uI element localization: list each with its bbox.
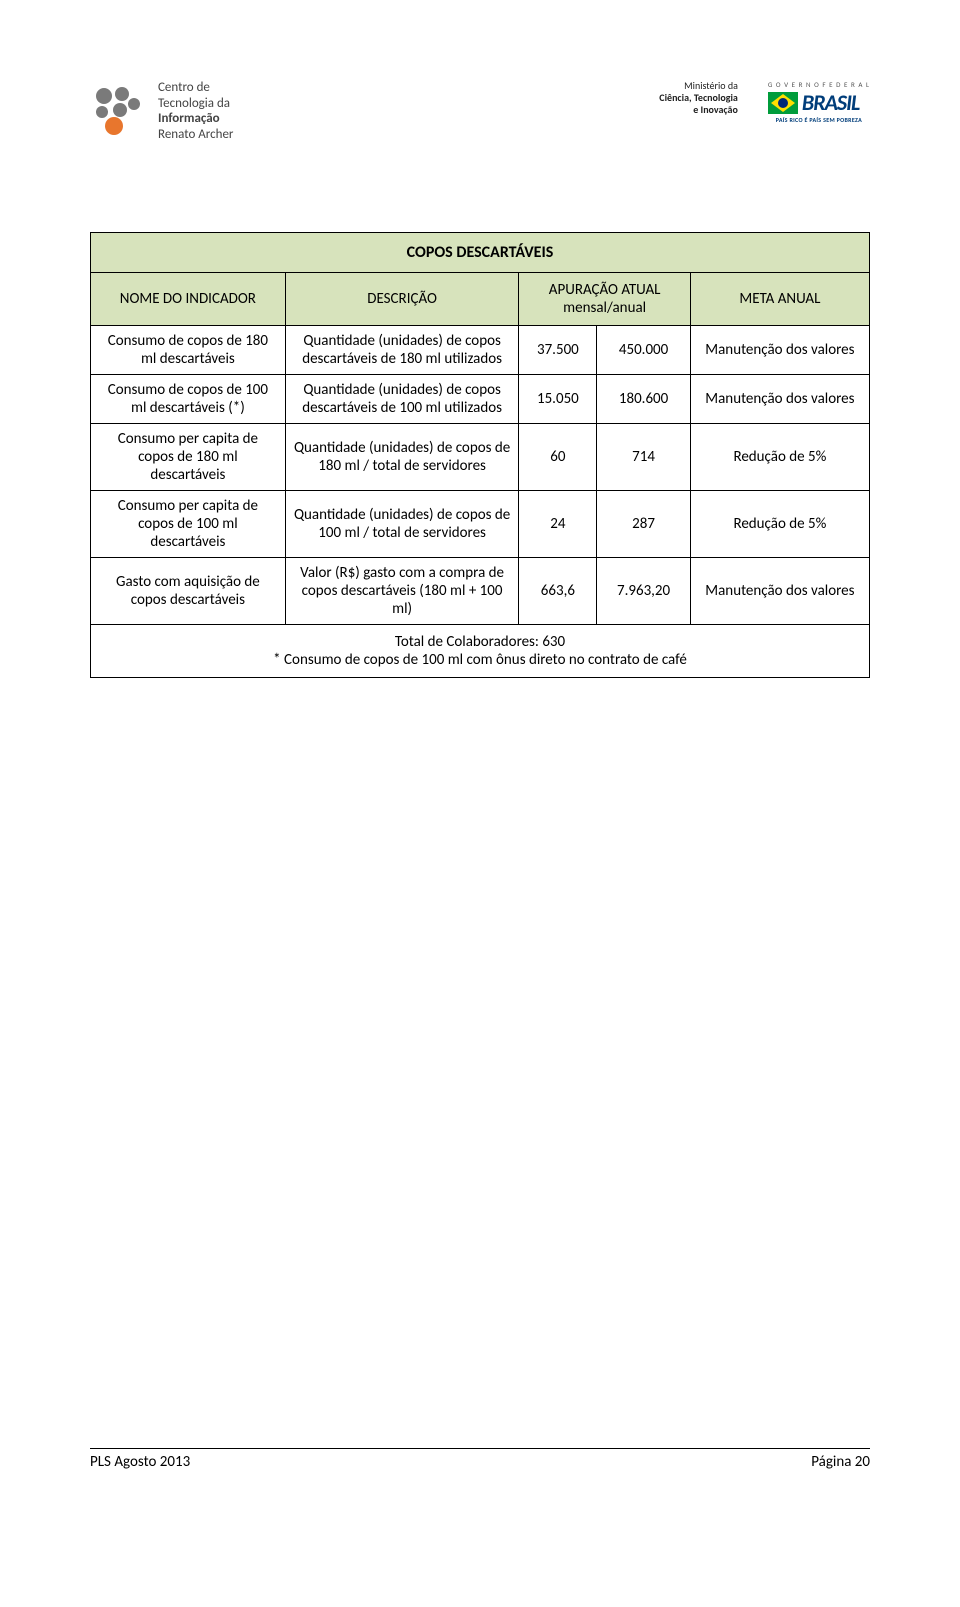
footer-left: PLS Agosto 2013 [90, 1453, 190, 1471]
note-line1: Total de Colaboradores: 630 [99, 633, 861, 651]
th-apuracao: APURAÇÃO ATUAL mensal/anual [519, 273, 690, 326]
cell-anual: 714 [597, 424, 690, 491]
cell-indicador: Gasto com aquisição de copos descartávei… [91, 558, 286, 625]
cell-mensal: 663,6 [519, 558, 597, 625]
org-line2: Tecnologia da [158, 96, 233, 112]
cell-anual: 180.600 [597, 375, 690, 424]
brazil-flag-icon [768, 92, 798, 114]
copos-table: COPOS DESCARTÁVEIS NOME DO INDICADOR DES… [90, 232, 870, 678]
org-line4: Renato Archer [158, 127, 233, 143]
page-footer: PLS Agosto 2013 Página 20 [90, 1448, 870, 1471]
cell-meta: Redução de 5% [690, 491, 869, 558]
note-line2: * Consumo de copos de 100 ml com ônus di… [99, 651, 861, 669]
cell-meta: Manutenção dos valores [690, 375, 869, 424]
cell-descricao: Valor (R$) gasto com a compra de copos d… [285, 558, 519, 625]
cell-indicador: Consumo de copos de 180 ml descartáveis [91, 326, 286, 375]
main-table-wrap: COPOS DESCARTÁVEIS NOME DO INDICADOR DES… [90, 232, 870, 678]
cell-meta: Manutenção dos valores [690, 326, 869, 375]
table-row: Consumo de copos de 180 ml descartáveis … [91, 326, 870, 375]
cell-descricao: Quantidade (unidades) de copos de 100 ml… [285, 491, 519, 558]
th-descricao: DESCRIÇÃO [285, 273, 519, 326]
org-line3: Informação [158, 111, 233, 127]
logo-left: Centro de Tecnologia da Informação Renat… [90, 80, 233, 142]
cell-descricao: Quantidade (unidades) de copos descartáv… [285, 326, 519, 375]
brasil-logo: G O V E R N O F E D E R A L BRASIL PAÍS … [768, 80, 870, 124]
cell-anual: 450.000 [597, 326, 690, 375]
table-row: Gasto com aquisição de copos descartávei… [91, 558, 870, 625]
cell-descricao: Quantidade (unidades) de copos descartáv… [285, 375, 519, 424]
cell-indicador: Consumo per capita de copos de 100 ml de… [91, 491, 286, 558]
cell-descricao: Quantidade (unidades) de copos de 180 ml… [285, 424, 519, 491]
brasil-word: BRASIL [802, 89, 859, 116]
cell-anual: 7.963,20 [597, 558, 690, 625]
table-note: Total de Colaboradores: 630 * Consumo de… [91, 625, 870, 678]
header-right: Ministério da Ciência, Tecnologia e Inov… [659, 80, 870, 124]
slogan: PAÍS RICO É PAÍS SEM POBREZA [768, 116, 870, 124]
table-row: Consumo per capita de copos de 100 ml de… [91, 491, 870, 558]
cell-indicador: Consumo per capita de copos de 180 ml de… [91, 424, 286, 491]
table-row: Consumo de copos de 100 ml descartáveis … [91, 375, 870, 424]
cell-meta: Manutenção dos valores [690, 558, 869, 625]
cti-logo-icon [90, 84, 150, 139]
page-header: Centro de Tecnologia da Informação Renat… [90, 80, 870, 142]
footer-right: Página 20 [811, 1453, 870, 1471]
ministerio-text: Ministério da Ciência, Tecnologia e Inov… [659, 80, 738, 116]
table-title: COPOS DESCARTÁVEIS [91, 233, 870, 273]
cell-meta: Redução de 5% [690, 424, 869, 491]
cell-mensal: 24 [519, 491, 597, 558]
cell-indicador: Consumo de copos de 100 ml descartáveis … [91, 375, 286, 424]
cell-mensal: 15.050 [519, 375, 597, 424]
cell-mensal: 60 [519, 424, 597, 491]
th-meta: META ANUAL [690, 273, 869, 326]
org-line1: Centro de [158, 80, 233, 96]
ministerio-line3: e Inovação [659, 104, 738, 116]
cell-mensal: 37.500 [519, 326, 597, 375]
logo-left-text: Centro de Tecnologia da Informação Renat… [158, 80, 233, 142]
table-row: Consumo per capita de copos de 180 ml de… [91, 424, 870, 491]
cell-anual: 287 [597, 491, 690, 558]
th-indicador: NOME DO INDICADOR [91, 273, 286, 326]
gov-top: G O V E R N O F E D E R A L [768, 80, 870, 89]
